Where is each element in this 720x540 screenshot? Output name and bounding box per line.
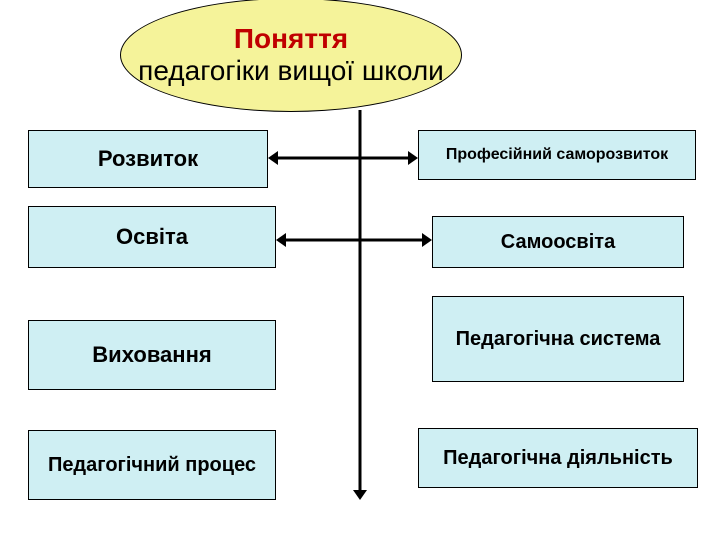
arrow-h1-head-left xyxy=(268,151,278,165)
box-ped-diialnist: Педагогічна діяльність xyxy=(418,428,698,488)
arrow-h1 xyxy=(268,151,418,165)
arrow-h2 xyxy=(276,233,432,247)
arrow-vertical xyxy=(353,110,367,500)
box-prof-samorozvytok: Професійний саморозвиток xyxy=(418,130,696,180)
box-ped-protses: Педагогічний процес xyxy=(28,430,276,500)
box-ped-systema: Педагогічна система xyxy=(432,296,684,382)
title-ellipse: Поняття педагогіки вищої школи xyxy=(120,0,462,112)
box-osvita: Освіта xyxy=(28,206,276,268)
box-vykhovannia: Виховання xyxy=(28,320,276,390)
arrow-h2-head-right xyxy=(422,233,432,247)
arrow-vertical-head xyxy=(353,490,367,500)
arrow-h2-head-left xyxy=(276,233,286,247)
title-line2: педагогіки вищої школи xyxy=(138,55,444,87)
diagram-stage: Поняття педагогіки вищої школи Розвиток … xyxy=(0,0,720,540)
box-rozvytok: Розвиток xyxy=(28,130,268,188)
arrow-h1-head-right xyxy=(408,151,418,165)
title-line1: Поняття xyxy=(234,23,348,55)
box-samoosvita: Самоосвіта xyxy=(432,216,684,268)
